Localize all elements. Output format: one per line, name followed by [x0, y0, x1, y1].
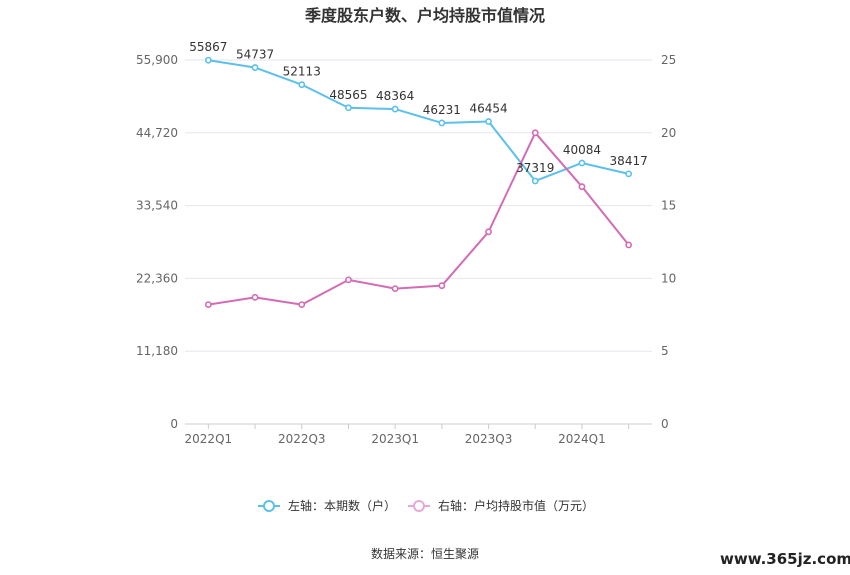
data-point [625, 170, 633, 178]
data-point [204, 301, 212, 309]
legend-label-market-value: 右轴：户均持股市值（万元） [438, 498, 594, 513]
data-point [298, 301, 306, 309]
legend-item-households[interactable]: 左轴：本期数（户） [258, 498, 396, 513]
data-point [578, 159, 586, 167]
data-point [251, 64, 259, 71]
left-axis: 0 11,180 22,360 33,540 44,720 55,900 [136, 53, 178, 431]
left-tick-label: 55,900 [136, 53, 178, 67]
x-tick-label: 2023Q1 [371, 432, 419, 446]
x-tick-label: 2024Q1 [558, 432, 606, 446]
data-point [485, 228, 492, 236]
data-point [391, 105, 399, 113]
data-label: 52113 [283, 65, 321, 79]
data-label: 46454 [469, 102, 507, 116]
right-tick-label: 25 [661, 53, 676, 67]
data-point [438, 282, 446, 290]
data-label: 55867 [189, 40, 227, 54]
series-layer [204, 56, 633, 309]
data-point [485, 118, 492, 125]
data-label: 48364 [376, 89, 414, 103]
data-point [345, 104, 352, 112]
legend-marker-households [263, 500, 275, 512]
series-line-1 [208, 131, 630, 306]
data-point [345, 276, 352, 284]
data-point [204, 56, 212, 64]
left-tick-label: 22,360 [136, 271, 178, 285]
data-labels: 55867 54737 52113 48565 48364 46231 46454 37319… [189, 40, 647, 175]
right-tick-label: 20 [661, 126, 676, 140]
right-axis: 0 5 10 15 20 25 [661, 53, 676, 431]
right-tick-label: 0 [661, 417, 669, 431]
data-point [531, 129, 539, 137]
data-point [298, 81, 306, 89]
legend-item-market-value[interactable]: 右轴：户均持股市值（万元） [408, 498, 594, 513]
data-point [251, 293, 259, 301]
data-point [578, 183, 586, 191]
data-point [531, 177, 539, 185]
data-label: 38417 [610, 154, 648, 168]
data-label: 46231 [423, 103, 461, 117]
data-label: 54737 [236, 48, 274, 62]
left-tick-label: 11,180 [136, 344, 178, 358]
left-tick-label: 44,720 [136, 126, 178, 140]
left-tick-label: 33,540 [136, 199, 178, 213]
data-point [438, 119, 446, 127]
legend-marker-market-value [413, 500, 425, 512]
data-point [391, 285, 399, 292]
x-tick-label: 2023Q3 [465, 432, 513, 446]
right-tick-label: 5 [661, 344, 669, 358]
legend[interactable]: 左轴：本期数（户） 右轴：户均持股市值（万元） [258, 498, 594, 513]
legend-label-households: 左轴：本期数（户） [288, 498, 396, 513]
data-point [625, 241, 633, 249]
data-label: 37319 [516, 161, 554, 175]
watermark: www.365jz.com [720, 550, 850, 568]
chart-title: 季度股东户数、户均持股市值情况 [304, 6, 545, 25]
left-tick-label: 0 [170, 417, 178, 431]
x-tick-label: 2022Q1 [185, 432, 233, 446]
data-label: 48565 [329, 88, 367, 102]
x-axis: 2022Q1 2022Q3 2023Q1 2023Q3 2024Q1 [185, 424, 630, 446]
right-tick-label: 15 [661, 199, 676, 213]
data-label: 40084 [563, 143, 601, 157]
series-line-0 [208, 59, 629, 182]
grid [185, 59, 652, 425]
right-tick-label: 10 [661, 271, 676, 285]
x-tick-label: 2022Q3 [278, 432, 326, 446]
source-note: 数据来源：恒生聚源 [371, 546, 479, 561]
